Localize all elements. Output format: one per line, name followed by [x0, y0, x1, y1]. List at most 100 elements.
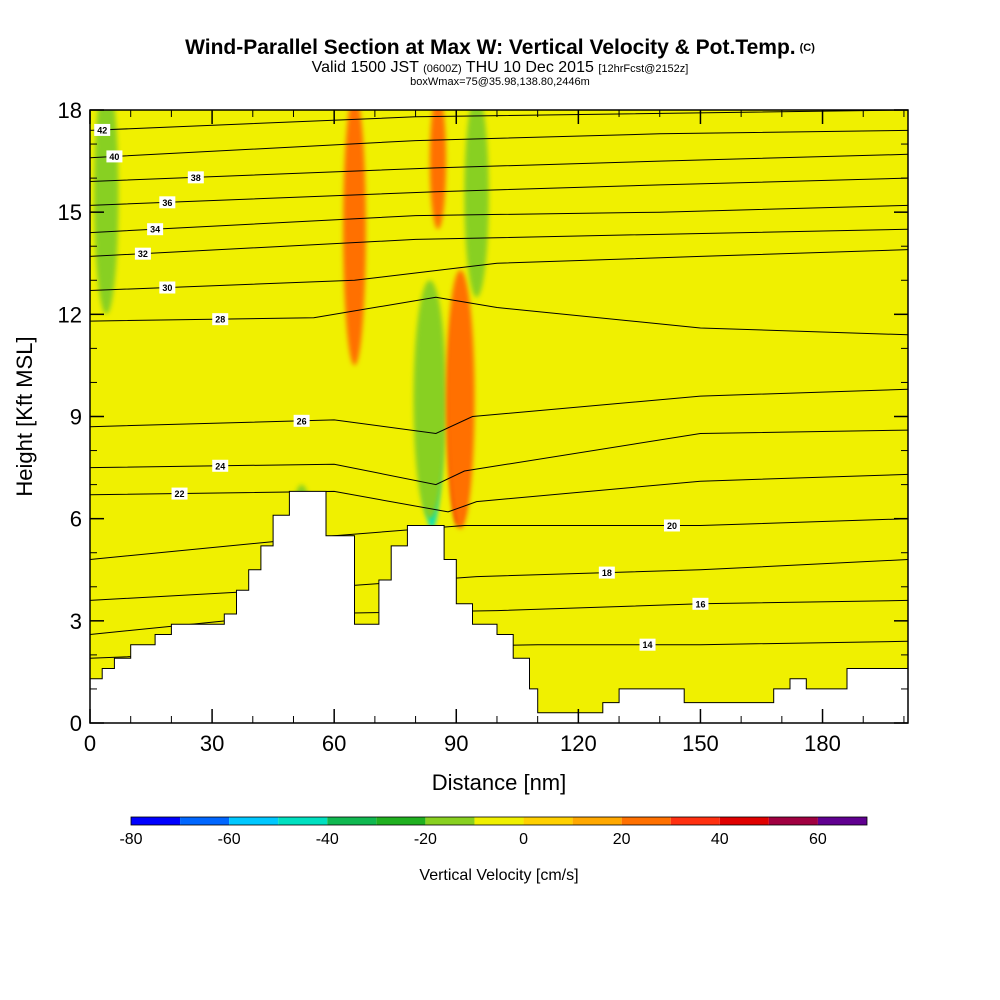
contour-label: 22 [175, 489, 185, 499]
colorbar-tick-label: -20 [414, 831, 437, 848]
contour-label: 38 [191, 173, 201, 183]
contour-label-box [134, 247, 151, 260]
chart-title: Wind-Parallel Section at Max W: Vertical… [0, 36, 1000, 60]
y-axis-label: Height [Kft MSL] [12, 336, 37, 496]
contour-label: 16 [695, 599, 705, 609]
valid-time-prefix: Valid 1500 JST [311, 59, 419, 76]
x-axis-label: Distance [nm] [432, 770, 567, 795]
contour-label-box [94, 123, 111, 136]
contour-label: 34 [150, 225, 160, 235]
colorbar-swatch [180, 817, 230, 825]
title-block: Wind-Parallel Section at Max W: Vertical… [0, 36, 1000, 88]
y-tick-label: 18 [58, 98, 82, 123]
x-tick-label: 90 [444, 731, 468, 756]
copyright-mark: (C) [799, 42, 815, 54]
contour-label: 26 [297, 416, 307, 426]
velocity-feature [343, 110, 366, 366]
contour-label-box [212, 459, 229, 472]
colorbar-swatch [131, 817, 181, 825]
contour-label: 36 [162, 198, 172, 208]
chart-title-text: Wind-Parallel Section at Max W: Vertical… [185, 36, 796, 59]
colorbar-swatch [817, 817, 867, 825]
colorbar-swatch [768, 817, 818, 825]
colorbar-swatch [474, 817, 524, 825]
contour-label: 18 [602, 568, 612, 578]
theta-contour [90, 518, 908, 560]
theta-contour [90, 249, 908, 291]
contour-label-box [159, 196, 176, 209]
contour-label: 20 [667, 521, 677, 531]
contour-label: 14 [643, 640, 653, 650]
colorbar-swatch [425, 817, 475, 825]
x-tick-label: 120 [560, 731, 597, 756]
valid-time-zulu: (0600Z) [423, 63, 462, 75]
y-tick-label: 6 [70, 507, 82, 532]
contour-label: 24 [215, 461, 225, 471]
theta-contour [90, 153, 908, 182]
velocity-feature [446, 270, 475, 529]
contour-label-box [692, 597, 709, 610]
colorbar-label: Vertical Velocity [cm/s] [419, 867, 578, 884]
theta-contour [90, 177, 908, 206]
contour-label: 42 [97, 125, 107, 135]
colorbar-swatch [229, 817, 279, 825]
contour-label-box [106, 150, 123, 163]
contour-label-box [663, 519, 680, 532]
colorbar-swatch [523, 817, 573, 825]
colorbar-tick-label: 60 [809, 831, 827, 848]
colorbar-tick-label: 40 [711, 831, 729, 848]
contour-label-box [293, 414, 310, 427]
x-tick-label: 150 [682, 731, 719, 756]
colorbar-tick-label: 20 [613, 831, 631, 848]
y-tick-label: 15 [58, 200, 82, 225]
colorbar-swatch [376, 817, 426, 825]
theta-contour [90, 129, 908, 159]
velocity-feature [464, 110, 489, 298]
box-info: boxWmax=75@35.98,138.80,2446m [410, 76, 590, 88]
colorbar-tick-label: -40 [316, 831, 339, 848]
contour-label-box [147, 223, 164, 236]
x-tick-label: 30 [200, 731, 224, 756]
theta-contours: 14 16 18 20 22 24 26 28 30 32 34 36 38 40 42 [90, 110, 908, 659]
terrain-shape [89, 490, 909, 724]
contour-label: 32 [138, 249, 148, 259]
valid-time-date: THU 10 Dec 2015 [465, 59, 594, 76]
velocity-feature [94, 110, 119, 315]
colorbar-tick-label: -80 [119, 831, 142, 848]
contour-label-box [598, 566, 615, 579]
colorbar-tick-label: 0 [519, 831, 528, 848]
colorbar-swatch [572, 817, 622, 825]
theta-contour [90, 296, 908, 336]
y-tick-label: 12 [58, 302, 82, 327]
x-tick-label: 60 [322, 731, 346, 756]
velocity-feature [413, 280, 447, 519]
y-tick-label: 3 [70, 609, 82, 634]
y-tick-label: 9 [70, 405, 82, 430]
theta-contour [90, 228, 908, 257]
colorbar-swatch [621, 817, 671, 825]
contour-label-box [187, 171, 204, 184]
valid-time-line: Valid 1500 JST (0600Z) THU 10 Dec 2015 [… [0, 60, 1000, 77]
colorbar-swatch [670, 817, 720, 825]
contour-label: 28 [215, 315, 225, 325]
colorbar-tick-label: -60 [218, 831, 241, 848]
contour-label-box [171, 487, 188, 500]
colorbar-swatch [278, 817, 328, 825]
contour-label-box [212, 313, 229, 326]
theta-contour [90, 388, 908, 435]
colorbar: -80 -60 -40 -20 0 20 40 60 Vertical Velocity [cm… [119, 816, 868, 884]
colorbar-swatch [327, 817, 377, 825]
contour-label: 40 [109, 152, 119, 162]
contour-label: 30 [162, 283, 172, 293]
y-tick-label: 0 [70, 711, 82, 736]
contour-label-box [159, 281, 176, 294]
colorbar-frame [130, 816, 868, 826]
terrain [89, 490, 909, 724]
forecast-info: [12hrFcst@2152z] [598, 63, 689, 75]
theta-contour [90, 204, 908, 234]
contour-label-box [639, 638, 656, 651]
velocity-feature [429, 110, 447, 230]
x-tick-label: 180 [804, 731, 841, 756]
